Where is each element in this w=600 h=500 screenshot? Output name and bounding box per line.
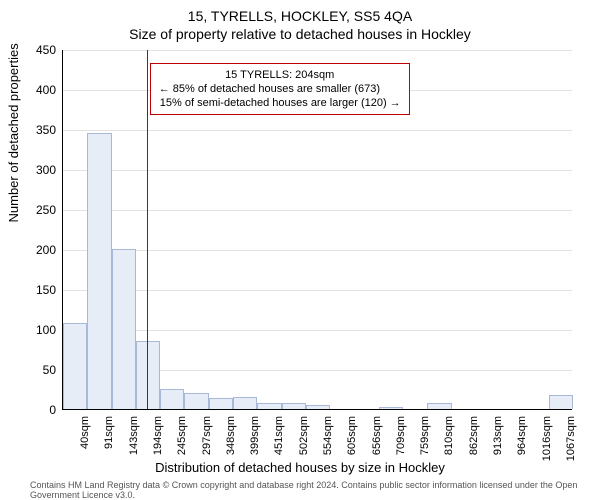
y-tick-label: 200 — [16, 244, 56, 256]
gridline — [63, 290, 572, 291]
gridline — [63, 210, 572, 211]
y-tick-label: 100 — [16, 324, 56, 336]
histogram-bar — [549, 395, 573, 409]
gridline — [63, 130, 572, 131]
gridline — [63, 50, 572, 51]
histogram-bar — [257, 403, 281, 409]
histogram-bar — [233, 397, 257, 409]
chart-container: { "title1": "15, TYRELLS, HOCKLEY, SS5 4… — [0, 0, 600, 500]
y-tick-label: 150 — [16, 284, 56, 296]
histogram-bar — [379, 407, 403, 409]
histogram-bar — [63, 323, 87, 409]
gridline — [63, 170, 572, 171]
gridline — [63, 330, 572, 331]
histogram-bar — [87, 133, 111, 409]
callout-line-larger: 15% of semi-detached houses are larger (… — [159, 96, 401, 110]
x-axis-label: Distribution of detached houses by size … — [0, 460, 600, 475]
chart-title: Size of property relative to detached ho… — [0, 26, 600, 42]
histogram-bar — [209, 398, 233, 409]
histogram-bar — [282, 403, 306, 409]
histogram-bar — [160, 389, 184, 409]
histogram-bar — [306, 405, 330, 409]
callout-box: 15 TYRELLS: 204sqm← 85% of detached hous… — [150, 63, 410, 115]
histogram-bar — [112, 249, 136, 409]
y-tick-label: 350 — [16, 124, 56, 136]
gridline — [63, 250, 572, 251]
y-tick-label: 0 — [16, 404, 56, 416]
histogram-bar — [427, 403, 451, 409]
y-tick-label: 450 — [16, 44, 56, 56]
callout-line-smaller: ← 85% of detached houses are smaller (67… — [159, 82, 401, 96]
y-tick-label: 250 — [16, 204, 56, 216]
attribution-text: Contains HM Land Registry data © Crown c… — [30, 480, 590, 500]
callout-line-property: 15 TYRELLS: 204sqm — [159, 68, 401, 82]
plot-area: 15 TYRELLS: 204sqm← 85% of detached hous… — [62, 50, 572, 410]
address-title: 15, TYRELLS, HOCKLEY, SS5 4QA — [0, 8, 600, 24]
y-tick-label: 400 — [16, 84, 56, 96]
property-marker-line — [147, 50, 148, 409]
histogram-bar — [184, 393, 208, 409]
y-tick-label: 300 — [16, 164, 56, 176]
y-tick-label: 50 — [16, 364, 56, 376]
